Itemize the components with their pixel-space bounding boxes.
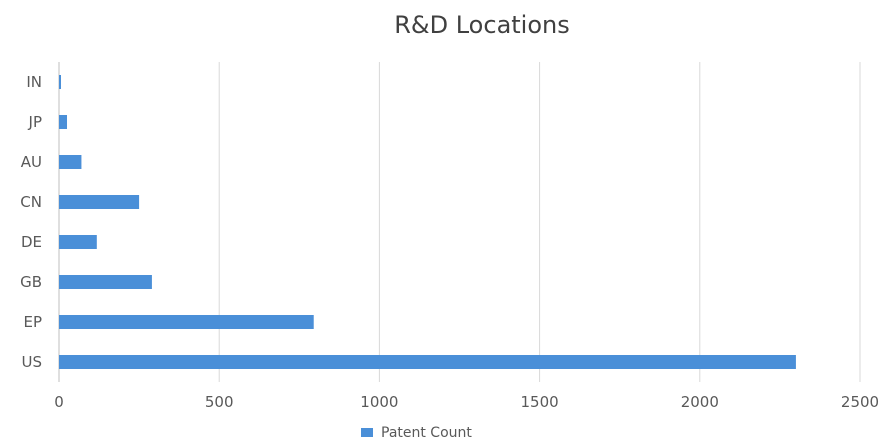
x-tick-label: 0: [54, 393, 64, 411]
x-tick-label: 2000: [681, 393, 719, 411]
legend-label: Patent Count: [381, 425, 472, 441]
legend: Patent Count: [361, 425, 472, 441]
x-tick-label: 500: [205, 393, 234, 411]
bar: [59, 155, 82, 169]
y-tick-label: GB: [20, 273, 42, 291]
bar: [59, 315, 314, 329]
gridlines: [58, 62, 861, 382]
bars: [59, 75, 796, 369]
x-tick-label: 1000: [360, 393, 398, 411]
y-tick-label: EP: [23, 313, 42, 331]
bar: [59, 115, 68, 129]
chart-title: R&D Locations: [394, 11, 570, 39]
bar: [59, 195, 140, 209]
y-tick-label: DE: [21, 233, 42, 251]
bar: [59, 75, 61, 89]
x-axis-labels: 0 500 1000 1500 2000 2500: [54, 393, 879, 411]
bar: [59, 355, 796, 369]
y-tick-label: IN: [26, 73, 42, 91]
y-tick-label: AU: [21, 153, 42, 171]
y-tick-label: CN: [20, 193, 42, 211]
x-tick-label: 2500: [841, 393, 879, 411]
x-tick-label: 1500: [521, 393, 559, 411]
legend-swatch: [361, 428, 373, 437]
bar: [59, 235, 97, 249]
bar: [59, 275, 152, 289]
y-tick-label: JP: [28, 113, 42, 131]
y-axis-labels: IN JP AU CN DE GB EP US: [20, 73, 42, 371]
y-tick-label: US: [21, 353, 42, 371]
